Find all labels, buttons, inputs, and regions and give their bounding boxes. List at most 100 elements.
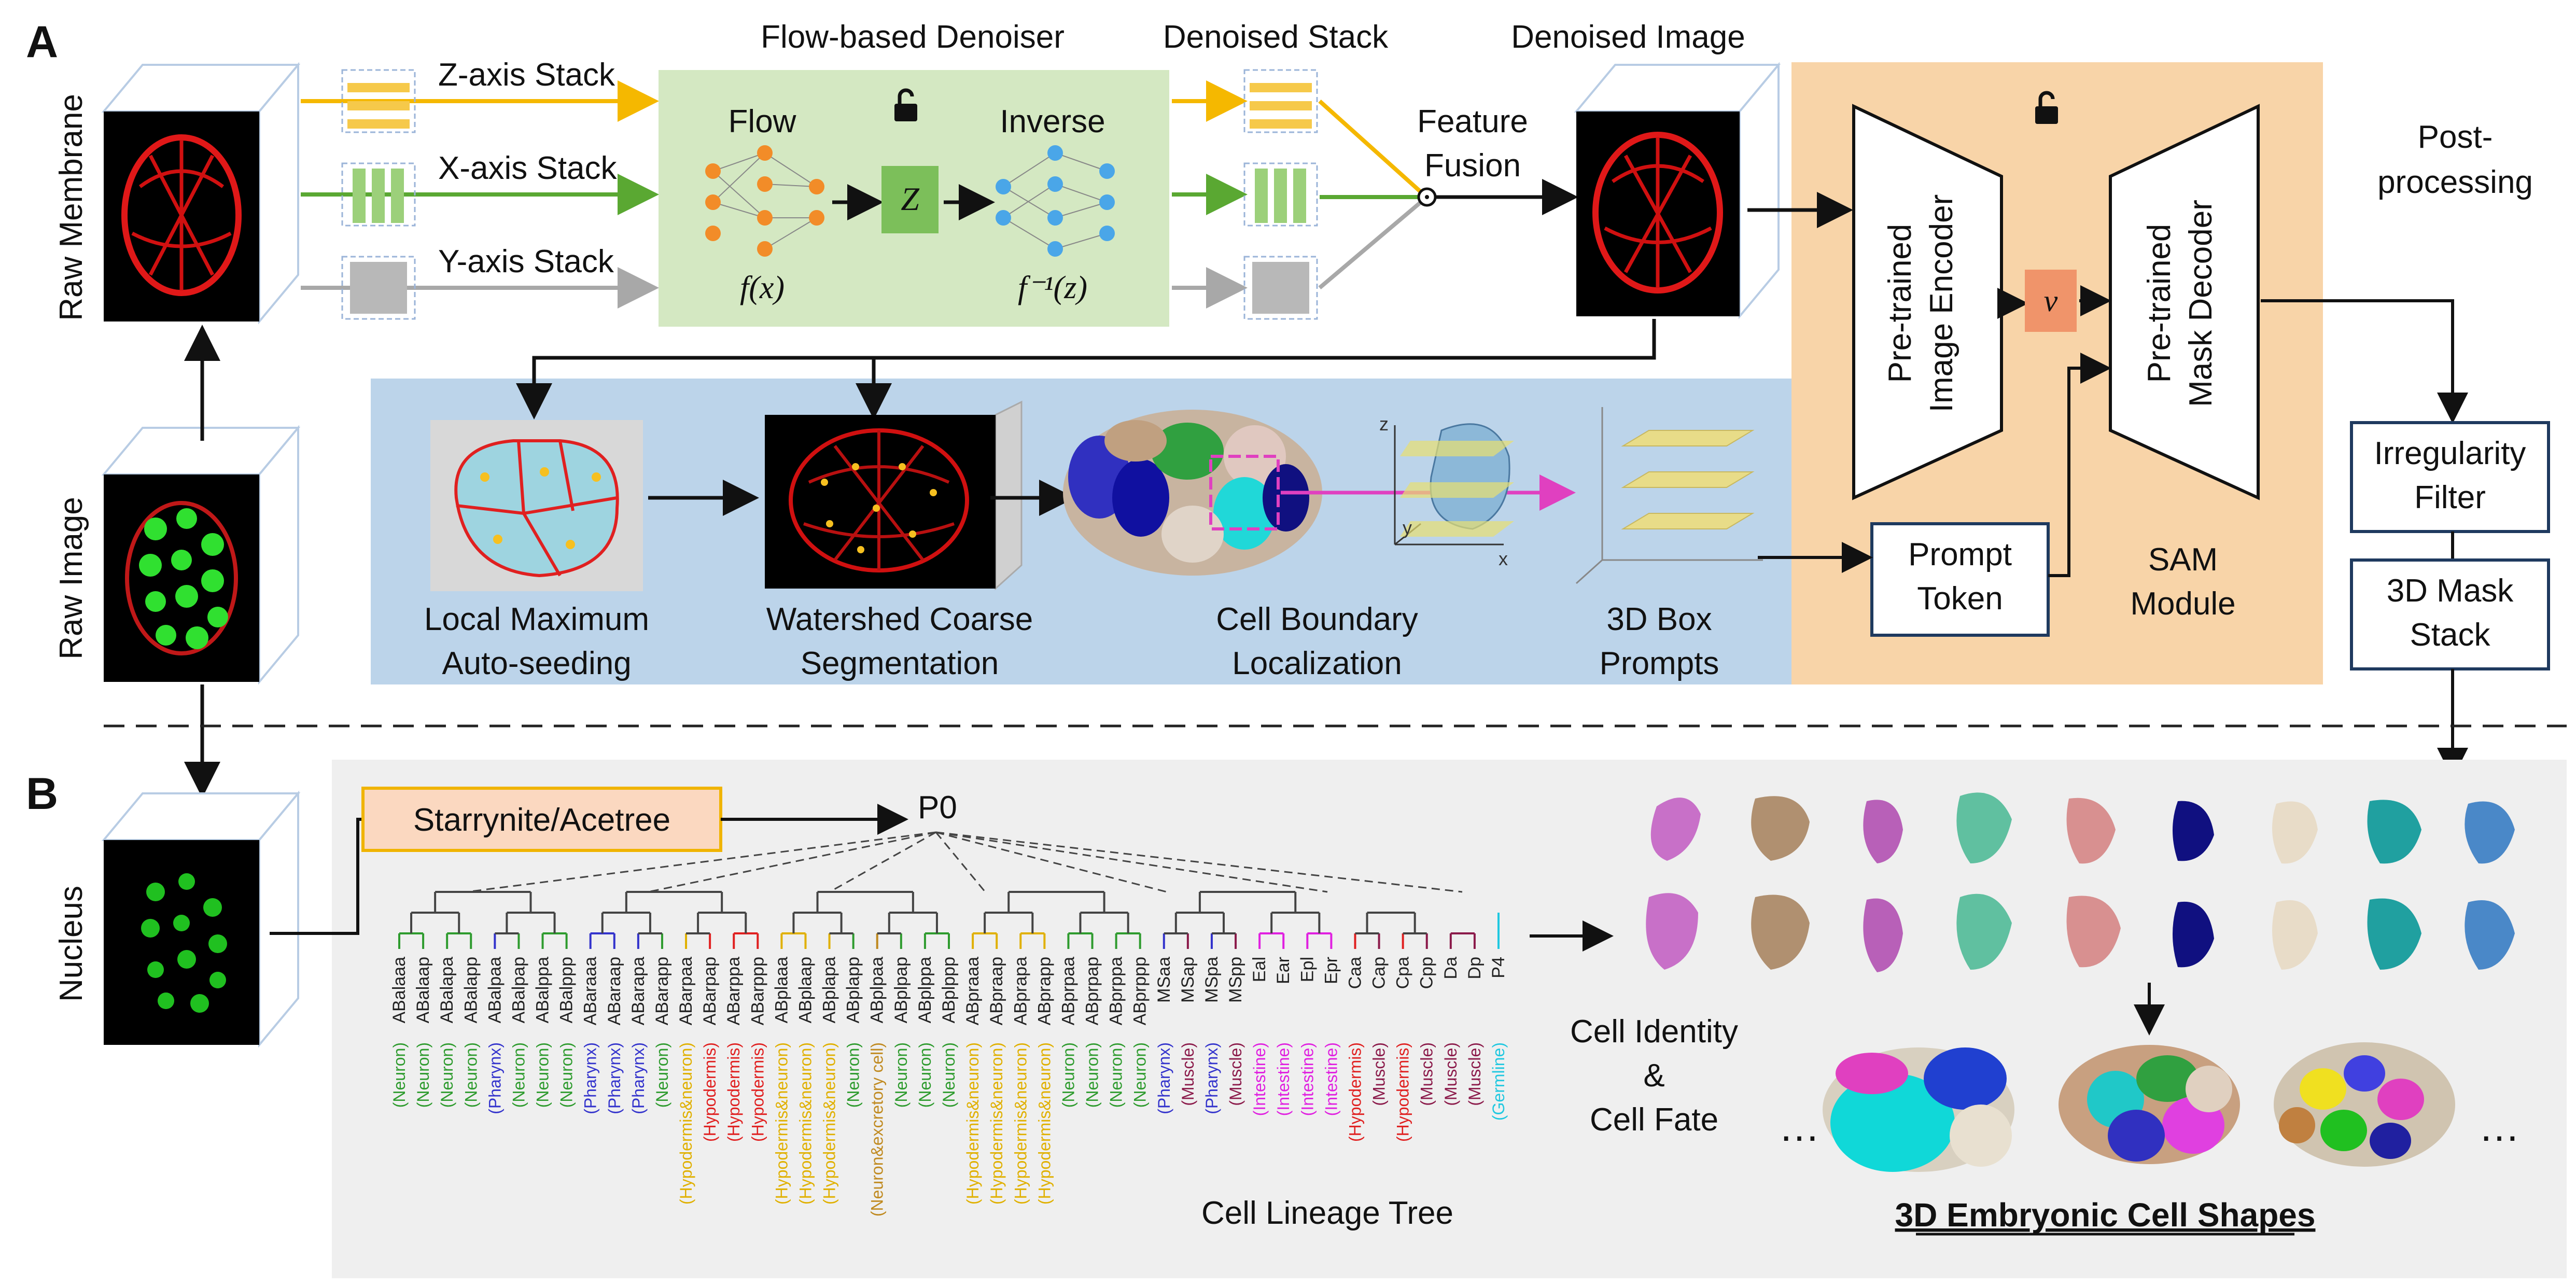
leaf-name: MSpa (1202, 957, 1222, 1003)
lock-icon-sam (2035, 91, 2058, 124)
leaf-name: ABaraap (605, 957, 624, 1025)
encoder-label-2: Image Encoder (1924, 194, 1959, 412)
decoder-label-2: Mask Decoder (2183, 200, 2219, 407)
denoiser-title: Flow-based Denoiser (761, 19, 1065, 55)
axis-z-label: z (1379, 413, 1389, 435)
leaf-fate: (Muscle) (1441, 1042, 1460, 1106)
arrow-prompt-to-decoder (2048, 353, 2111, 577)
leaf-fate: (Hypodermis&neuron) (677, 1042, 695, 1205)
panel-a-letter: A (26, 17, 58, 67)
post-processing-label-2: processing (2377, 164, 2533, 200)
starrynite-box (361, 787, 722, 852)
leaf-fate: (Intestine) (1274, 1042, 1293, 1116)
cell-identity-label-2: & (1643, 1058, 1664, 1094)
mask-decoder (2109, 104, 2260, 500)
leaf-name: ABalaap (413, 957, 433, 1024)
leaf-name: Dp (1465, 957, 1485, 979)
leaf-fate: (Intestine) (1322, 1042, 1340, 1116)
v-node (2025, 270, 2077, 332)
leaf-name: ABplaap (795, 957, 815, 1024)
leaf-fate: (Neuron) (940, 1042, 958, 1108)
leaf-fate: (Neuron) (390, 1042, 409, 1108)
leaf-name: MSpp (1226, 957, 1245, 1003)
leaf-name: ABprapa (1011, 957, 1030, 1025)
leaf-name: Ear (1273, 957, 1293, 984)
axis-x-label: x (1499, 548, 1508, 569)
boundary-label-1: Cell Boundary (1216, 602, 1418, 637)
f-x-label: f(x) (740, 270, 785, 305)
tree-root-dash (935, 831, 1328, 893)
arrow-nucleus-to-starrynite (270, 818, 363, 935)
leaf-name: Cap (1369, 957, 1389, 989)
denoised-y-stack-icon (1243, 256, 1318, 320)
tree-root-dash (648, 831, 936, 893)
leaf-name: ABplppa (915, 957, 935, 1024)
leaf-fate: (Neuron) (916, 1042, 934, 1108)
embryo-shape-3 (2274, 1042, 2455, 1167)
leaf-fate: (Pharynx) (605, 1042, 624, 1114)
leaf-name: ABprpap (1083, 957, 1102, 1025)
feature-fusion-label-1: Feature (1417, 104, 1528, 139)
leaf-name: Epr (1321, 957, 1341, 984)
leaf-fate: (Neuron) (1107, 1042, 1126, 1108)
leaf-name: ABplapa (820, 957, 839, 1024)
z-node-label: Z (901, 180, 920, 217)
denoised-x-stack-icon (1243, 162, 1318, 227)
leaf-fate: (Hypodermis&neuron) (963, 1042, 982, 1205)
leaf-name: ABpraaa (963, 957, 983, 1025)
leaf-name: Cpa (1393, 957, 1413, 989)
leaf-name: ABarppp (748, 957, 767, 1025)
leaf-name: ABalppa (533, 957, 553, 1024)
lineage-tree-label: Cell Lineage Tree (1201, 1195, 1453, 1231)
leaf-name: ABalpaa (485, 957, 505, 1024)
leaf-name: MSap (1178, 957, 1198, 1003)
seeding-label-2: Auto-seeding (442, 646, 631, 681)
v-node-label: v (2044, 284, 2058, 318)
lock-icon-denoiser (894, 88, 917, 121)
embryonic-shapes-label: 3D Embryonic Cell Shapes (1895, 1196, 2316, 1234)
box-prompts-label-2: Prompts (1600, 646, 1719, 681)
z-node (881, 166, 939, 233)
cell-boundary-embryo (1063, 410, 1322, 576)
leaf-name: ABarpaa (676, 957, 696, 1025)
raw-image-cube (101, 425, 301, 685)
seeding-image (430, 420, 643, 591)
mask-stack-label-2: Stack (2410, 617, 2490, 653)
leaf-name: ABplapp (844, 957, 863, 1024)
leaf-name: Caa (1345, 957, 1365, 989)
leaf-name: ABprppp (1130, 957, 1150, 1025)
box-prompts-label-1: 3D Box (1606, 602, 1712, 637)
leaf-name: ABpraap (987, 957, 1006, 1025)
watershed-label-2: Segmentation (801, 646, 999, 681)
leaf-fate: (Muscle) (1418, 1042, 1436, 1106)
cell-identity-label-3: Cell Fate (1590, 1102, 1718, 1138)
tree-root-dash (466, 831, 936, 893)
leaf-fate: (Hypodermis&neuron) (820, 1042, 839, 1205)
leaf-fate: (Neuron) (844, 1042, 863, 1108)
leaf-fate: (Hypodermis) (1394, 1042, 1412, 1142)
leaf-fate: (Hypodermis) (1346, 1042, 1364, 1142)
leaf-fate: (Hypodermis&neuron) (1035, 1042, 1054, 1205)
cell-lineage-tree: ABalaaa(Neuron)ABalaap(Neuron)ABalapa(Ne… (389, 831, 1508, 1217)
fusion-line-z (1318, 100, 1422, 193)
leaf-fate: (Neuron) (438, 1042, 456, 1108)
leaf-name: ABarppa (724, 957, 744, 1025)
leaf-fate: (Intestine) (1250, 1042, 1269, 1116)
leaf-name: ABalpap (509, 957, 528, 1024)
seeding-label-1: Local Maximum (424, 602, 649, 637)
leaf-fate: (Neuron) (892, 1042, 911, 1108)
image-encoder (1852, 104, 2003, 500)
encoder-label-1: Pre-trained (1882, 224, 1918, 383)
irregularity-filter-box (2350, 421, 2550, 533)
leaf-name: ABprpaa (1058, 957, 1078, 1025)
denoised-z-stack-icon (1243, 69, 1318, 133)
box-prompts-plot (1575, 407, 1763, 584)
leaf-name: ABplpap (891, 957, 911, 1024)
post-processing-label-1: Post- (2418, 119, 2493, 155)
x-stack-icon (341, 162, 416, 227)
watershed-label-1: Watershed Coarse (766, 602, 1033, 637)
sam-module-label-2: Module (2130, 586, 2235, 622)
leaf-name: ABprppa (1107, 957, 1126, 1025)
nucleus-label: Nucleus (53, 886, 89, 1002)
